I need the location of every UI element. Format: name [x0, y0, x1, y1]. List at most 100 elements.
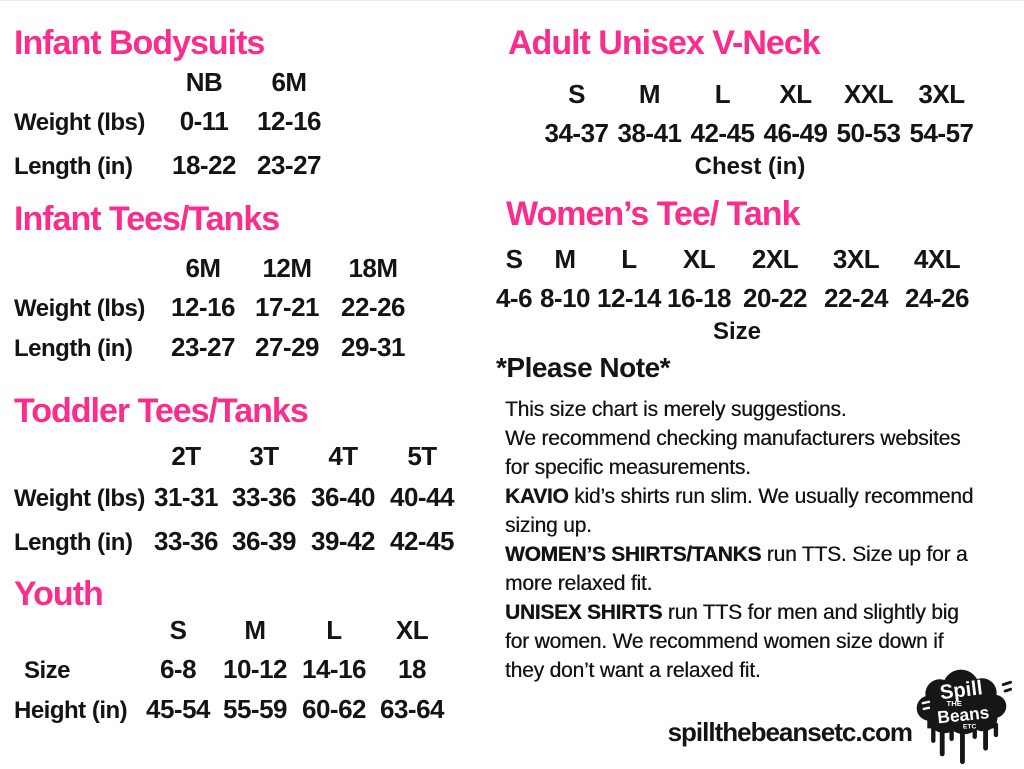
note-text: for specific measurements.: [505, 456, 751, 479]
table-row: Height (in) 45-54 55-59 60-62 63-64: [14, 693, 452, 727]
col-header: 2T: [171, 441, 201, 471]
logo-word-the: THE: [947, 699, 962, 708]
col-header: XL: [395, 615, 429, 645]
table-row: Length (in) 23-27 27-29 29-31: [14, 331, 416, 365]
size-value: 31-31: [154, 482, 219, 512]
size-value: 38-41: [617, 118, 683, 148]
size-value: 18-22: [172, 150, 237, 180]
column-header-row: 6M 12M 18M: [14, 253, 416, 283]
section-title: Youth: [14, 575, 104, 613]
infant-tees-table: Infant Tees/Tanks 6M 12M 18M Weight (lbs…: [14, 197, 416, 365]
size-value: 16-18: [667, 283, 732, 313]
col-header: 3XL: [918, 79, 965, 109]
logo-wordmark: Spill THE Beans ETC: [921, 677, 990, 730]
note-text: kid’s shirts run slim. We usually recomm…: [568, 485, 974, 508]
note-bold-text: KAVIO: [505, 485, 569, 508]
size-value: 6-8: [159, 654, 197, 684]
col-header: XL: [682, 244, 716, 274]
note-line: UNISEX SHIRTS run TTS for men and slight…: [496, 598, 973, 627]
note-bold-text: UNISEX SHIRTS: [505, 601, 663, 624]
note-line: more relaxed fit.: [496, 569, 973, 598]
note-text: they don’t want a relaxed fit.: [505, 659, 761, 682]
note-text: run TTS. Size up for a: [761, 543, 968, 566]
col-header: S: [568, 79, 585, 109]
note-text: We recommend checking manufacturers webs…: [505, 427, 961, 450]
size-value: 39-42: [311, 526, 376, 556]
size-value: 12-16: [257, 106, 322, 136]
spill-the-beans-logo: Spill THE Beans ETC: [916, 669, 1013, 765]
note-text: This size chart is merely suggestions.: [505, 398, 847, 421]
col-header: 5T: [407, 441, 437, 471]
note-line: WOMEN’S SHIRTS/TANKS run TTS. Size up fo…: [496, 540, 973, 569]
logo-word-etc: ETC: [963, 723, 977, 730]
row-label: Length (in): [14, 153, 133, 180]
logo-word-spill: Spill: [939, 677, 984, 704]
col-header: M: [554, 244, 576, 274]
note-text: run TTS for men and slightly big: [662, 601, 959, 624]
size-value: 46-49: [763, 118, 829, 148]
column-header-row: 2T 3T 4T 5T: [14, 441, 462, 471]
section-title: Women’s Tee/ Tank: [506, 195, 800, 233]
column-header-row: S M L XL: [14, 615, 452, 645]
note-text: more relaxed fit.: [505, 572, 653, 595]
col-header: 4XL: [913, 244, 961, 274]
size-value: 50-53: [836, 118, 902, 148]
col-header: 4T: [328, 441, 358, 471]
table-row: Weight (lbs) 12-16 17-21 22-26: [14, 291, 416, 325]
website-url: spillthebeansetc.com: [667, 717, 913, 747]
size-value: 4-6: [495, 283, 533, 313]
table-row: 34-37 38-41 42-45 46-49 50-53 54-57: [508, 117, 978, 149]
toddler-tees-table: Toddler Tees/Tanks 2T 3T 4T 5T Weight (l…: [14, 389, 462, 559]
axis-label: Size: [712, 318, 762, 345]
note-line: for specific measurements.: [496, 453, 973, 482]
col-header: L: [326, 615, 342, 645]
please-note-section: *Please Note* This size chart is merely …: [496, 349, 973, 685]
size-value: 12-14: [597, 283, 662, 313]
size-value: 20-22: [743, 283, 808, 313]
section-title: Toddler Tees/Tanks: [14, 392, 309, 430]
size-value: 45-54: [146, 694, 211, 724]
note-body: This size chart is merely suggestions. W…: [496, 395, 973, 685]
col-header: XXL: [843, 79, 894, 109]
col-header: M: [244, 615, 266, 645]
note-text: for women. We recommend women size down …: [505, 630, 944, 653]
size-value: 54-57: [909, 118, 975, 148]
size-value: 60-62: [302, 694, 367, 724]
note-bold-text: WOMEN’S SHIRTS/TANKS: [505, 543, 762, 566]
col-header: M: [638, 79, 661, 109]
table-row: Size 6-8 10-12 14-16 18: [14, 653, 452, 687]
row-label: Length (in): [14, 529, 133, 556]
section-title: Infant Bodysuits: [14, 24, 265, 62]
note-line: This size chart is merely suggestions.: [496, 395, 973, 424]
col-header: S: [505, 244, 523, 274]
size-value: 8-10: [539, 283, 591, 313]
col-header: 6M: [185, 253, 221, 283]
size-value: 10-12: [223, 654, 288, 684]
note-line: for women. We recommend women size down …: [496, 627, 973, 656]
infant-bodysuits-table: Infant Bodysuits NB 6M Weight (lbs) 0-11…: [14, 21, 334, 183]
col-header: L: [621, 244, 637, 274]
row-label: Height (in): [14, 697, 128, 724]
col-header: 3T: [249, 441, 279, 471]
note-line: sizing up.: [496, 511, 973, 540]
size-value: 34-37: [544, 118, 610, 148]
size-value: 42-45: [690, 118, 756, 148]
col-header: 3XL: [832, 244, 880, 274]
size-value: 23-27: [171, 332, 236, 362]
column-header-row: S M L XL XXL 3XL: [508, 79, 978, 109]
size-value: 36-40: [311, 482, 376, 512]
size-value: 33-36: [232, 482, 297, 512]
column-header-row: NB 6M: [14, 67, 334, 97]
row-label: Length (in): [14, 335, 133, 362]
row-label: Weight (lbs): [14, 295, 145, 322]
size-value: 33-36: [154, 526, 219, 556]
adult-vneck-table: Adult Unisex V-Neck S M L XL XXL 3XL 34-…: [508, 21, 978, 181]
note-line: they don’t want a relaxed fit.: [496, 656, 973, 685]
table-row: Weight (lbs) 0-11 12-16: [14, 105, 334, 139]
size-value: 17-21: [255, 292, 320, 322]
size-value: 22-26: [341, 292, 406, 322]
col-header: 12M: [262, 253, 312, 283]
row-label: Size: [24, 657, 71, 684]
note-line: KAVIO kid’s shirts run slim. We usually …: [496, 482, 973, 511]
